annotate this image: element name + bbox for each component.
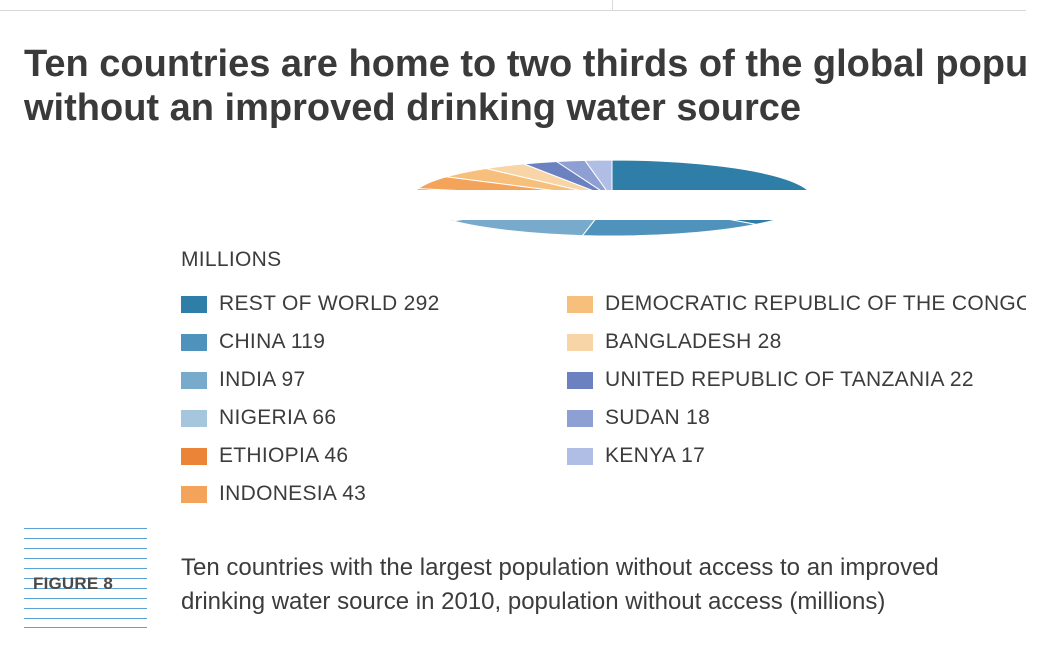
legend-label: NIGERIA 66 [219, 406, 337, 429]
legend: REST OF WORLD 292 CHINA 119 INDIA 97 NIG… [181, 285, 1026, 505]
legend-swatch [181, 447, 207, 465]
legend-label: BANGLADESH 28 [605, 330, 782, 353]
legend-item: BANGLADESH 28 [567, 323, 1026, 361]
title-line-1: Ten countries are home to two thirds of … [24, 43, 1026, 85]
legend-item: KENYA 17 [567, 437, 1026, 475]
legend-label: KENYA 17 [605, 444, 706, 467]
legend-item: SUDAN 18 [567, 399, 1026, 437]
pie-slice-ethiopia [412, 189, 612, 203]
pie-slice-kenya [583, 159, 613, 190]
legend-item: CHINA 119 [181, 323, 440, 361]
top-rule [0, 10, 1026, 11]
title-line-2: without an improved drinking water sourc… [24, 87, 801, 129]
legend-column-2: DEMOCRATIC REPUBLIC OF THE CONGO 37 BANG… [567, 285, 1026, 475]
pie-slice-ethiopia [415, 188, 458, 190]
legend-column-1: REST OF WORLD 292 CHINA 119 INDIA 97 NIG… [181, 285, 440, 505]
legend-label: SUDAN 18 [605, 406, 711, 429]
pie-chart [0, 150, 1054, 250]
legend-item: UNITED REPUBLIC OF TANZANIA 22 [567, 361, 1026, 399]
legend-swatch [567, 447, 593, 465]
legend-header: MILLIONS [181, 248, 282, 271]
legend-label: ETHIOPIA 46 [219, 444, 349, 467]
legend-swatch [181, 295, 207, 313]
legend-item: INDIA 97 [181, 361, 440, 399]
legend-swatch [181, 371, 207, 389]
legend-swatch [567, 333, 593, 351]
pie-slice-rest-of-world [611, 159, 809, 190]
pie-slice-rest-of-world [729, 220, 777, 225]
legend-swatch [181, 485, 207, 503]
legend-swatch [181, 333, 207, 351]
figure-caption: Ten countries with the largest populatio… [181, 551, 1026, 619]
legend-swatch [181, 409, 207, 427]
legend-swatch [567, 371, 593, 389]
figure-rule-lines [24, 528, 147, 628]
top-divider [612, 0, 613, 10]
caption-line-2: drinking water source in 2010, populatio… [181, 588, 886, 615]
legend-item: INDONESIA 43 [181, 475, 440, 505]
legend-item: ETHIOPIA 46 [181, 437, 440, 475]
legend-label: CHINA 119 [219, 330, 326, 353]
legend-item: DEMOCRATIC REPUBLIC OF THE CONGO 37 [567, 285, 1026, 323]
legend-item: NIGERIA 66 [181, 399, 440, 437]
chart-title: Ten countries are home to two thirds of … [24, 42, 1026, 130]
pie-slice-china [581, 220, 757, 237]
legend-item: REST OF WORLD 292 [181, 285, 440, 323]
legend-swatch [567, 295, 593, 313]
legend-label: INDIA 97 [219, 368, 306, 391]
legend-label: INDONESIA 43 [219, 482, 367, 505]
legend-swatch [567, 409, 593, 427]
pie-slice-nigeria [447, 220, 463, 222]
legend-label: DEMOCRATIC REPUBLIC OF THE CONGO 37 [605, 292, 1026, 315]
legend-label: UNITED REPUBLIC OF TANZANIA 22 [605, 368, 974, 391]
figure-label: FIGURE 8 [33, 574, 114, 593]
caption-line-1: Ten countries with the largest populatio… [181, 554, 939, 581]
legend-label: REST OF WORLD 292 [219, 292, 440, 315]
pie-slice-india [452, 220, 596, 237]
pie-svg [412, 159, 809, 237]
pie-slice-nigeria [413, 198, 612, 221]
